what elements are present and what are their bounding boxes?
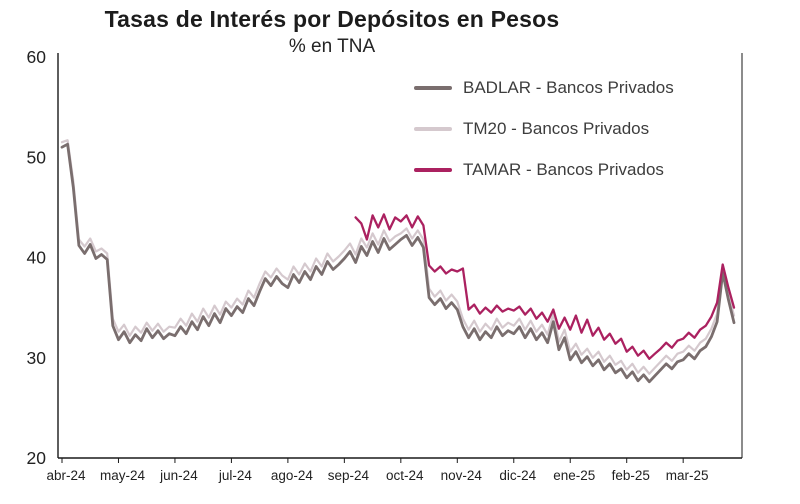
series-line-tamar — [354, 213, 736, 360]
legend-item-tm20: TM20 - Bancos Privados — [414, 119, 674, 139]
x-tick-label: may-24 — [100, 468, 146, 483]
x-tick-label: abr-24 — [46, 468, 86, 483]
chart-title: Tasas de Interés por Depósitos en Pesos — [104, 6, 560, 32]
y-tick-label: 30 — [27, 348, 47, 368]
x-tick-label: dic-24 — [499, 468, 536, 483]
series-line-tm20 — [60, 139, 736, 375]
series-line-badlar — [60, 142, 736, 384]
y-tick-label: 50 — [27, 147, 47, 167]
x-tick-label: sep-24 — [328, 468, 370, 483]
x-tick-label: jul-24 — [218, 468, 253, 483]
tamar-line-swatch — [414, 168, 452, 172]
tm20-line-swatch — [414, 127, 452, 131]
legend-label-tamar: TAMAR - Bancos Privados — [463, 160, 664, 179]
legend-label-tm20: TM20 - Bancos Privados — [463, 119, 650, 138]
chart-header: Tasas de Interés por Depósitos en Pesos … — [0, 6, 664, 58]
legend-item-badlar: BADLAR - Bancos Privados — [414, 78, 674, 98]
x-tick-label: feb-25 — [612, 468, 650, 483]
x-tick-label: ene-25 — [553, 468, 595, 483]
y-tick-label: 20 — [27, 448, 47, 468]
y-tick-label: 60 — [27, 47, 47, 67]
badlar-line-swatch — [414, 86, 452, 90]
legend-item-tamar: TAMAR - Bancos Privados — [414, 160, 674, 180]
x-tick-label: mar-25 — [666, 468, 709, 483]
y-tick-label: 40 — [27, 248, 47, 268]
legend-label-badlar: BADLAR - Bancos Privados — [463, 78, 674, 97]
x-tick-label: jun-24 — [159, 468, 198, 483]
x-tick-label: ago-24 — [271, 468, 314, 483]
chart-subtitle: % en TNA — [288, 36, 376, 57]
x-tick-label: oct-24 — [386, 468, 424, 483]
x-tick-label: nov-24 — [441, 468, 483, 483]
chart-legend: BADLAR - Bancos Privados TM20 - Bancos P… — [414, 78, 674, 201]
